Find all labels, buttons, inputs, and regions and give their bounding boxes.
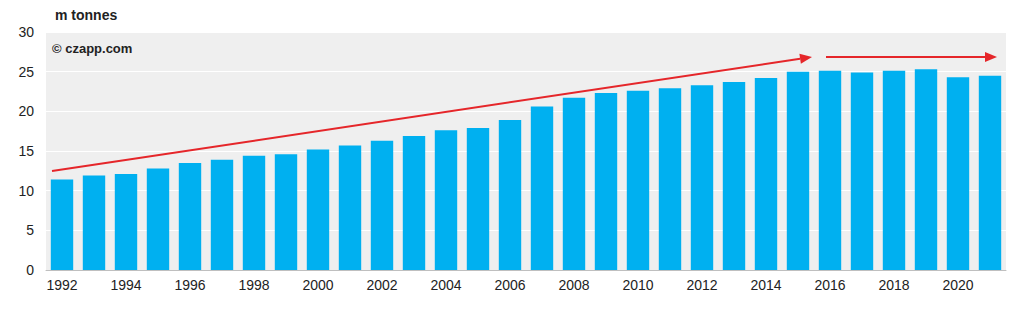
svg-text:30: 30 (18, 24, 34, 40)
svg-text:15: 15 (18, 143, 34, 159)
svg-text:1996: 1996 (174, 277, 205, 293)
svg-text:2016: 2016 (814, 277, 845, 293)
svg-text:2002: 2002 (366, 277, 397, 293)
svg-text:25: 25 (18, 64, 34, 80)
svg-text:2004: 2004 (430, 277, 461, 293)
svg-text:2008: 2008 (558, 277, 589, 293)
svg-text:2000: 2000 (302, 277, 333, 293)
svg-text:m tonnes: m tonnes (55, 7, 117, 23)
svg-text:20: 20 (18, 103, 34, 119)
svg-text:2010: 2010 (622, 277, 653, 293)
svg-text:2020: 2020 (942, 277, 973, 293)
svg-text:1994: 1994 (110, 277, 141, 293)
svg-text:1998: 1998 (238, 277, 269, 293)
svg-text:0: 0 (26, 262, 34, 278)
svg-text:2014: 2014 (750, 277, 781, 293)
svg-text:10: 10 (18, 183, 34, 199)
svg-text:© czapp.com: © czapp.com (52, 41, 132, 56)
svg-text:2012: 2012 (686, 277, 717, 293)
svg-text:2018: 2018 (878, 277, 909, 293)
svg-text:2006: 2006 (494, 277, 525, 293)
svg-text:1992: 1992 (46, 277, 77, 293)
svg-text:5: 5 (26, 222, 34, 238)
